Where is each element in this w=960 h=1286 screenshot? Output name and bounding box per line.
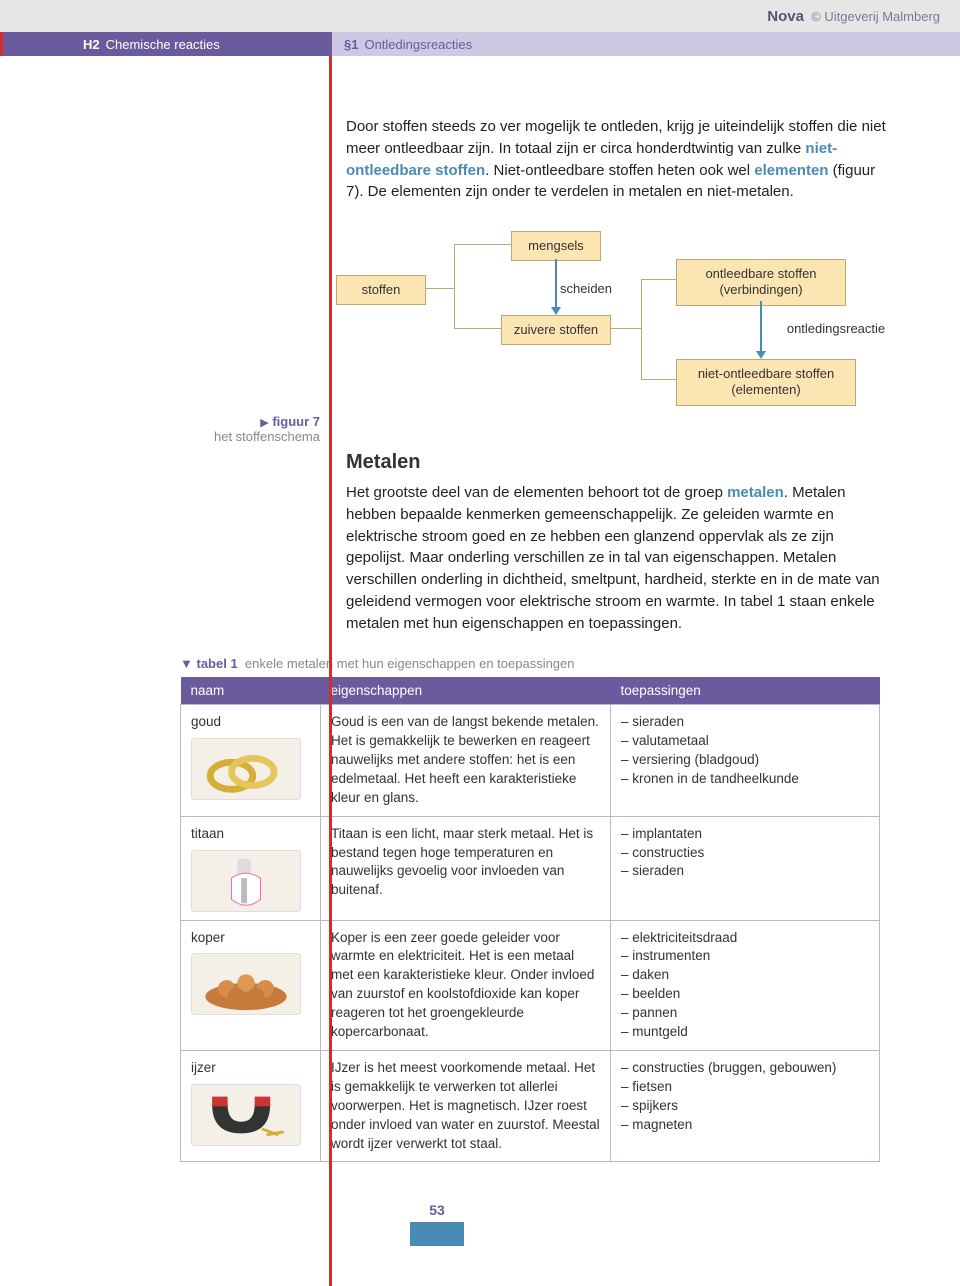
chapter-bar: H2 Chemische reacties: [0, 32, 332, 56]
brand: Nova © Uitgeverij Malmberg: [767, 8, 940, 25]
node-scheiden: scheiden: [546, 275, 626, 303]
triangle-down-icon: ▼: [180, 656, 193, 671]
table-row: goudGoud is een van de langst bekende me…: [181, 705, 880, 816]
page-tab: [410, 1222, 464, 1246]
section-code: §1: [344, 37, 358, 52]
red-vertical-rule: [329, 56, 332, 1286]
thumb-rings: [191, 738, 301, 800]
node-ontleedbare: ontleedbare stoffen (verbindingen): [676, 259, 846, 306]
term-metalen: metalen: [727, 484, 784, 501]
table1-header-row: naam eigenschappen toepassingen: [181, 677, 880, 705]
intro-t2: . Niet-ontleedbare stoffen heten ook wel: [485, 162, 754, 179]
col-naam: naam: [181, 677, 321, 705]
table1-subcaption: enkele metalen met hun eigenschappen en …: [245, 656, 575, 671]
term-elementen: elementen: [754, 162, 828, 179]
metalen-p2: . Metalen hebben bepaalde kenmerken geme…: [346, 484, 880, 632]
chapter-title: Chemische reacties: [106, 37, 220, 52]
brand-rest: © Uitgeverij Malmberg: [811, 9, 940, 24]
section-bar: §1 Ontledingsreacties: [332, 32, 960, 56]
cell-eigenschappen: IJzer is het meest voorkomende metaal. H…: [321, 1050, 611, 1161]
section-title: Ontledingsreacties: [364, 37, 472, 52]
cell-naam: koper: [181, 920, 321, 1050]
table1-caption: ▼ tabel 1 enkele metalen met hun eigensc…: [180, 656, 890, 671]
figure7-caption: ▶ figuur 7 het stoffenschema: [70, 414, 320, 444]
table1-label: tabel 1: [197, 656, 238, 671]
cell-eigenschappen: Koper is een zeer goede geleider voor wa…: [321, 920, 611, 1050]
figure7-label: figuur 7: [272, 414, 320, 429]
thumb-magnet: [191, 1084, 301, 1146]
triangle-right-icon: ▶: [260, 417, 268, 429]
figure7-subcaption: het stoffenschema: [214, 429, 320, 444]
chapter-code: H2: [83, 37, 100, 52]
page-body: Door stoffen steeds zo ver mogelijk te o…: [0, 56, 960, 1286]
table1: naam eigenschappen toepassingen goudGoud…: [180, 677, 880, 1162]
metalen-p1: Het grootste deel van de elementen behoo…: [346, 484, 727, 501]
thumb-implant: [191, 850, 301, 912]
col-toepassingen: toepassingen: [611, 677, 880, 705]
cell-naam: titaan: [181, 816, 321, 920]
metalen-section: Metalen Het grootste deel van de element…: [346, 451, 886, 634]
cell-toepassingen: – sieraden – valutametaal – versiering (…: [611, 705, 880, 816]
col-eigenschappen: eigenschappen: [321, 677, 611, 705]
node-niet-ontleedbare: niet-ontleedbare stoffen (elementen): [676, 359, 856, 406]
main-column: Door stoffen steeds zo ver mogelijk te o…: [346, 116, 886, 411]
cell-naam: ijzer: [181, 1050, 321, 1161]
figure7-diagram: stoffen mengsels scheiden zuivere stoffe…: [336, 231, 916, 411]
table-row: ijzerIJzer is het meest voorkomende meta…: [181, 1050, 880, 1161]
node-ontledingsreactie: ontledingsreactie: [766, 315, 906, 343]
table-row: koperKoper is een zeer goede geleider vo…: [181, 920, 880, 1050]
page-number-block: 53: [410, 1202, 464, 1246]
cell-eigenschappen: Goud is een van de langst bekende metale…: [321, 705, 611, 816]
node-zuivere: zuivere stoffen: [501, 315, 611, 345]
metalen-paragraph: Het grootste deel van de elementen behoo…: [346, 482, 886, 634]
header-top-gray: Nova © Uitgeverij Malmberg: [0, 0, 960, 32]
cell-toepassingen: – elektriciteitsdraad – instrumenten – d…: [611, 920, 880, 1050]
cell-naam: goud: [181, 705, 321, 816]
cell-toepassingen: – constructies (bruggen, gebouwen) – fie…: [611, 1050, 880, 1161]
table-row: titaanTitaan is een licht, maar sterk me…: [181, 816, 880, 920]
cell-eigenschappen: Titaan is een licht, maar sterk metaal. …: [321, 816, 611, 920]
page-number: 53: [410, 1202, 464, 1222]
metalen-heading: Metalen: [346, 451, 886, 474]
header-purple-row: H2 Chemische reacties §1 Ontledingsreact…: [0, 32, 960, 56]
node-mengsels: mengsels: [511, 231, 601, 261]
brand-bold: Nova: [767, 8, 804, 25]
thumb-coins: [191, 953, 301, 1015]
node-stoffen: stoffen: [336, 275, 426, 305]
intro-paragraph: Door stoffen steeds zo ver mogelijk te o…: [346, 116, 886, 203]
cell-toepassingen: – implantaten – constructies – sieraden: [611, 816, 880, 920]
